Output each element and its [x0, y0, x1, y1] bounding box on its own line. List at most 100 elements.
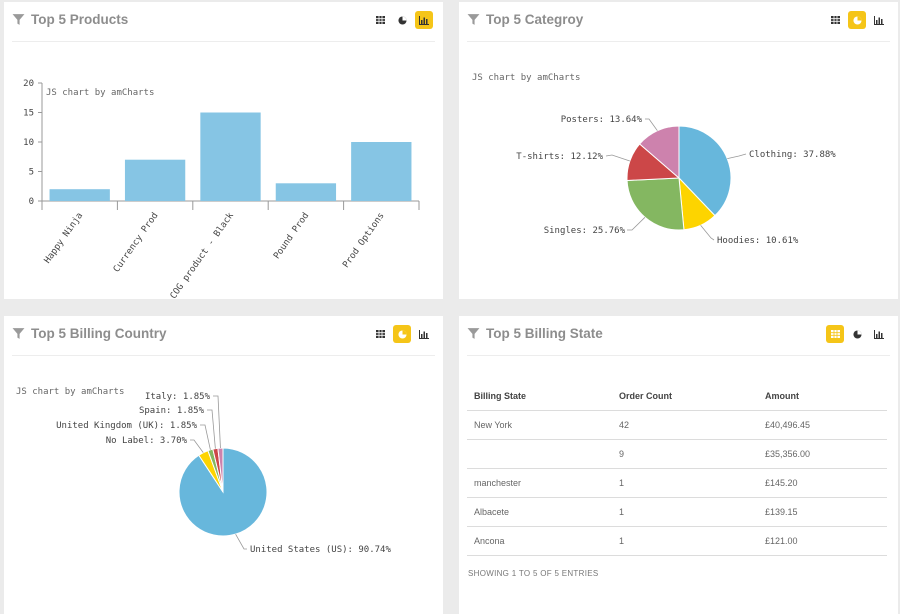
- bar-chart-icon: [419, 15, 429, 25]
- panel-header: Top 5 Products: [4, 2, 443, 42]
- cell-state: Albacete: [467, 497, 612, 527]
- bar-chart-icon: [874, 15, 884, 25]
- table-row: 9 £35,356.00: [467, 439, 887, 469]
- slice-label: Italy: 1.85%: [145, 392, 211, 402]
- slice-label: Spain: 1.85%: [139, 406, 205, 416]
- slice-label-line: [605, 154, 630, 162]
- panel-title: Top 5 Billing Country: [31, 326, 167, 341]
- table-header-row: Billing State Order Count Amount: [467, 382, 887, 411]
- country-pie-chart: United States (US): 90.74% No Label: 3.70…: [56, 392, 391, 555]
- table-icon: [830, 330, 840, 338]
- panel-header: Top 5 Billing State: [459, 316, 898, 356]
- column-header-billing-state[interactable]: Billing State: [467, 382, 612, 411]
- y-tick-label: 20: [23, 79, 34, 89]
- cell-count: 1: [612, 468, 758, 498]
- y-tick-label: 5: [29, 168, 34, 178]
- header-divider: [467, 355, 890, 356]
- bar-view-button[interactable]: [415, 325, 433, 343]
- table-view-button[interactable]: [371, 11, 389, 29]
- x-tick-label: Happy Ninja: [43, 211, 85, 266]
- filter-icon[interactable]: [12, 327, 25, 340]
- bar[interactable]: [200, 112, 261, 202]
- table-row: Ancona 1 £121.00: [467, 526, 887, 556]
- column-header-amount[interactable]: Amount: [758, 382, 887, 411]
- pie-slice[interactable]: [678, 125, 732, 217]
- pie-plot: United States (US): 90.74% No Label: 3.70…: [56, 392, 391, 555]
- view-toolbar: [367, 325, 433, 345]
- pie-view-button[interactable]: [848, 325, 866, 343]
- cell-count: 1: [612, 526, 758, 556]
- products-panel: Top 5 Products JS chart by amCharts 0 5 10…: [4, 2, 443, 299]
- cell-count: 9: [612, 439, 758, 469]
- bar[interactable]: [124, 159, 186, 201]
- cell-amount: £145.20: [758, 468, 887, 498]
- header-divider: [467, 41, 890, 42]
- column-header-order-count[interactable]: Order Count: [612, 382, 758, 411]
- pie-view-button[interactable]: [393, 11, 411, 29]
- x-tick-label: Prod Options: [341, 211, 386, 270]
- cell-count: 42: [612, 410, 758, 440]
- table-footer-info: SHOWING 1 TO 5 OF 5 ENTRIES: [468, 569, 599, 578]
- header-divider: [12, 355, 435, 356]
- x-tick-label: Currency Prod: [112, 211, 161, 274]
- filter-icon[interactable]: [12, 13, 25, 26]
- bar[interactable]: [351, 142, 412, 201]
- table-view-button[interactable]: [371, 325, 389, 343]
- category-pie-chart: Clothing: 37.88% Hoodies: 10.61% Singles: …: [516, 115, 836, 246]
- bar-view-button[interactable]: [870, 325, 888, 343]
- slice-label-line: [235, 533, 247, 550]
- pie-chart-icon: [397, 15, 407, 25]
- x-tick-label: COG product - Black: [169, 211, 237, 299]
- billing-state-table: Billing State Order Count Amount New Yor…: [467, 382, 887, 556]
- chart-credit: JS chart by amCharts: [16, 387, 125, 397]
- bar-view-button[interactable]: [870, 11, 888, 29]
- table-row: New York 42 £40,496.45: [467, 410, 887, 440]
- bar-view-button[interactable]: [415, 11, 433, 29]
- slice-label-line: [207, 409, 216, 449]
- category-panel: Top 5 Categroy JS chart by amCharts Clot…: [459, 2, 898, 299]
- table-icon: [375, 330, 385, 338]
- slice-label: Singles: 25.76%: [544, 226, 626, 236]
- slice-label: No Label: 3.70%: [106, 436, 188, 446]
- bar[interactable]: [49, 189, 110, 201]
- slice-label: Clothing: 37.88%: [749, 150, 836, 160]
- cell-amount: £35,356.00: [758, 439, 887, 469]
- products-bar-chart: 0 5 10 15 20 Happy Ninja Currency Prod COG prod…: [23, 79, 420, 299]
- table-view-button[interactable]: [826, 11, 844, 29]
- cell-state: manchester: [467, 468, 612, 498]
- cell-state: [467, 439, 612, 469]
- y-tick-label: 10: [23, 138, 34, 148]
- table-row: manchester 1 £145.20: [467, 468, 887, 498]
- slice-label-line: [727, 153, 747, 160]
- slice-label-line: [190, 439, 204, 453]
- slice-label: United States (US): 90.74%: [250, 545, 391, 555]
- table-view-button[interactable]: [826, 325, 844, 343]
- table-icon: [375, 16, 385, 24]
- chart-credit: JS chart by amCharts: [46, 88, 155, 98]
- table-icon: [830, 16, 840, 24]
- filter-icon[interactable]: [467, 13, 480, 26]
- slice-label: Posters: 13.64%: [561, 115, 643, 125]
- pie-slice[interactable]: [626, 177, 685, 231]
- cell-state: New York: [467, 410, 612, 440]
- cell-amount: £40,496.45: [758, 410, 887, 440]
- bar[interactable]: [275, 183, 337, 201]
- slice-label-line: [627, 217, 646, 231]
- table-row: Albacete 1 £139.15: [467, 497, 887, 527]
- y-tick-label: 15: [23, 109, 34, 119]
- view-toolbar: [822, 325, 888, 345]
- filter-icon[interactable]: [467, 327, 480, 340]
- pie-view-button[interactable]: [848, 11, 866, 29]
- chart-credit: JS chart by amCharts: [472, 73, 581, 83]
- pie-chart-icon: [852, 329, 862, 339]
- pie-chart-icon: [852, 15, 862, 25]
- panel-title: Top 5 Billing State: [486, 326, 603, 341]
- panel-header: Top 5 Billing Country: [4, 316, 443, 356]
- panel-header: Top 5 Categroy: [459, 2, 898, 42]
- pie-chart-icon: [397, 329, 407, 339]
- y-tick-label: 0: [29, 197, 34, 207]
- view-toolbar: [367, 11, 433, 31]
- x-tick-label: Pound Prod: [272, 211, 311, 261]
- cell-amount: £121.00: [758, 526, 887, 556]
- pie-view-button[interactable]: [393, 325, 411, 343]
